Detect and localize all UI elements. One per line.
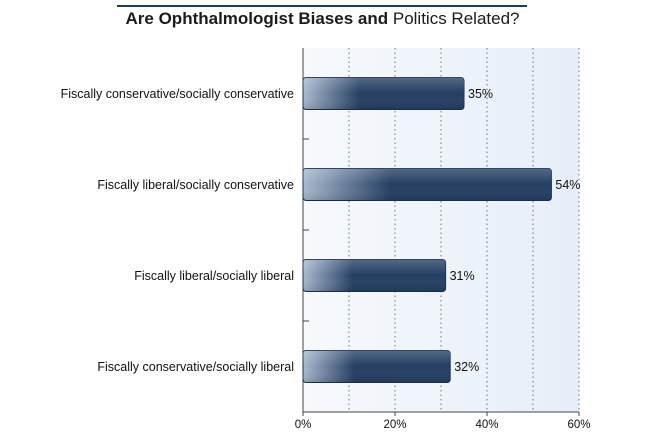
data-label: 32% — [454, 360, 479, 374]
data-label: 54% — [555, 178, 580, 192]
data-label: 35% — [468, 87, 493, 101]
category-label: Fiscally liberal/socially liberal — [134, 269, 294, 283]
category-label: Fiscally conservative/socially liberal — [97, 360, 294, 374]
category-label: Fiscally liberal/socially conservative — [97, 178, 294, 192]
title-rule — [117, 5, 527, 7]
x-tick-label: 0% — [295, 419, 312, 431]
chart-title: Are Ophthalmologist Biases and Politics … — [0, 9, 645, 29]
x-tick-label: 60% — [567, 419, 590, 431]
chart-title-part: Politics Related? — [392, 9, 520, 28]
x-tick-label: 40% — [475, 419, 498, 431]
chart-title-part: and — [353, 9, 393, 28]
bar-shine — [303, 259, 446, 292]
bar-shine — [303, 350, 451, 383]
category-label: Fiscally conservative/socially conservat… — [61, 87, 294, 101]
data-label: 31% — [450, 269, 475, 283]
x-tick-label: 20% — [383, 419, 406, 431]
bar-shine — [303, 77, 464, 110]
bar-shine — [303, 168, 552, 201]
title-area: Are Ophthalmologist Biases and Politics … — [0, 0, 645, 40]
chart-title-part: Are Ophthalmologist Biases — [125, 9, 354, 28]
